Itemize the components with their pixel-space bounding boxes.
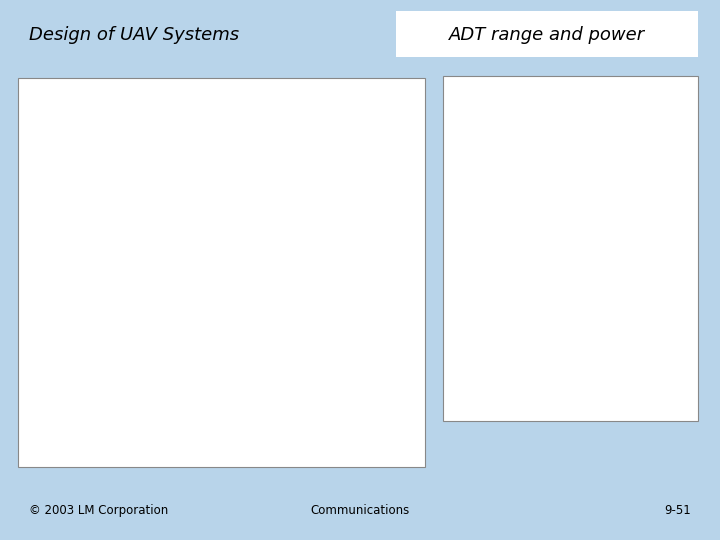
Text: Design of UAV Systems: Design of UAV Systems bbox=[29, 26, 239, 44]
Point bbox=[78, 416, 90, 425]
Text: Calculate LOS range: Calculate LOS range bbox=[472, 110, 670, 128]
Text: © 2003 LM Corporation: © 2003 LM Corporation bbox=[29, 504, 168, 517]
Text: 9-51: 9-51 bbox=[665, 504, 691, 517]
Y-axis label: RF power (W): RF power (W) bbox=[30, 230, 42, 310]
Text: ADT range and power: ADT range and power bbox=[449, 26, 645, 44]
Point bbox=[94, 414, 106, 422]
Point bbox=[189, 346, 201, 354]
FancyArrow shape bbox=[537, 325, 609, 380]
Point bbox=[94, 390, 106, 399]
Title: LOS data links: LOS data links bbox=[188, 99, 287, 113]
X-axis label: Line of sight range (nm): Line of sight range (nm) bbox=[166, 447, 309, 460]
Point bbox=[195, 387, 207, 395]
Text: Equations 9.1-9.4: Equations 9.1-9.4 bbox=[506, 179, 635, 194]
Text: Estimate RF output: Estimate RF output bbox=[476, 228, 665, 246]
Text: power required: power required bbox=[495, 276, 646, 294]
Text: Communications: Communications bbox=[310, 504, 410, 517]
